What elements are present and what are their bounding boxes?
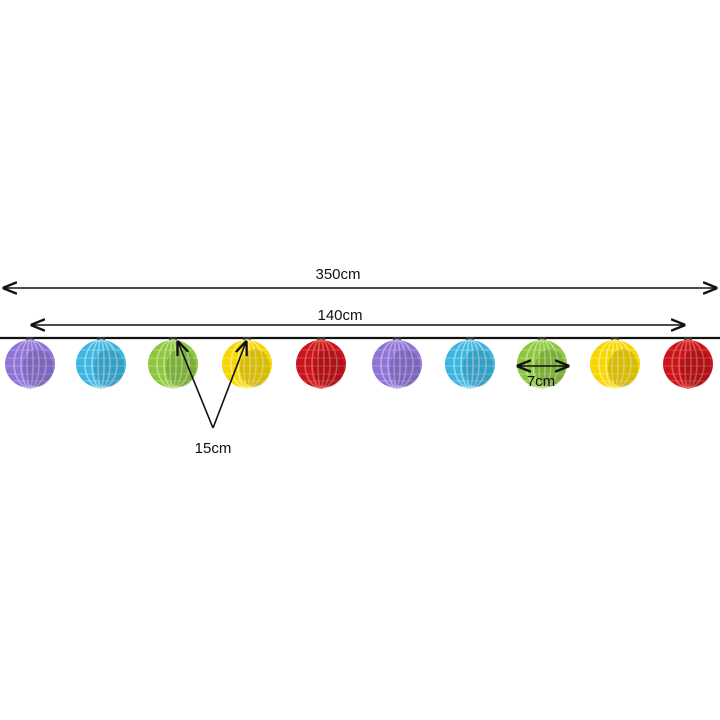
lantern-rib [317,339,325,389]
lantern-rib [169,339,177,389]
lantern-body [76,340,126,388]
lantern-body [5,340,55,388]
lantern [76,337,126,389]
lantern-rib [97,339,105,389]
lantern-cap [538,337,546,341]
lantern-rib [611,339,619,389]
spacing-arrow [212,342,246,429]
lantern [590,337,640,389]
lantern-cap [684,337,692,341]
lantern-cap [169,337,177,341]
lantern-body [372,340,422,388]
lit-length-label: 140cm [317,307,362,324]
lantern-body [590,340,640,388]
lantern-cap [317,337,325,341]
lantern [445,337,495,389]
lantern-rib [26,339,34,389]
lantern-body [296,340,346,388]
lantern-body [222,340,272,388]
lantern-shade [608,349,638,387]
spacing-arrow [178,342,214,429]
lantern-shade [23,349,53,387]
diameter-label: 7cm [527,373,555,390]
lantern-shade [240,349,270,387]
lantern-rib [393,339,401,389]
lantern-rib [466,339,474,389]
lantern-cap [97,337,105,341]
lantern-shade [314,349,344,387]
lantern [296,337,346,389]
lantern-cap [466,337,474,341]
lanterns [5,337,713,389]
lantern-shade [463,349,493,387]
lantern-shade [94,349,124,387]
lantern-cap [611,337,619,341]
lantern-rib [684,339,692,389]
lantern-cap [393,337,401,341]
lantern-cap [26,337,34,341]
lantern-shade [390,349,420,387]
lantern [663,337,713,389]
spacing-label: 15cm [195,440,232,457]
lantern [372,337,422,389]
lantern-shade [681,349,711,387]
total-length-label: 350cm [315,266,360,283]
lantern-body [445,340,495,388]
lantern [5,337,55,389]
lantern-body [663,340,713,388]
lantern-shade [166,349,196,387]
